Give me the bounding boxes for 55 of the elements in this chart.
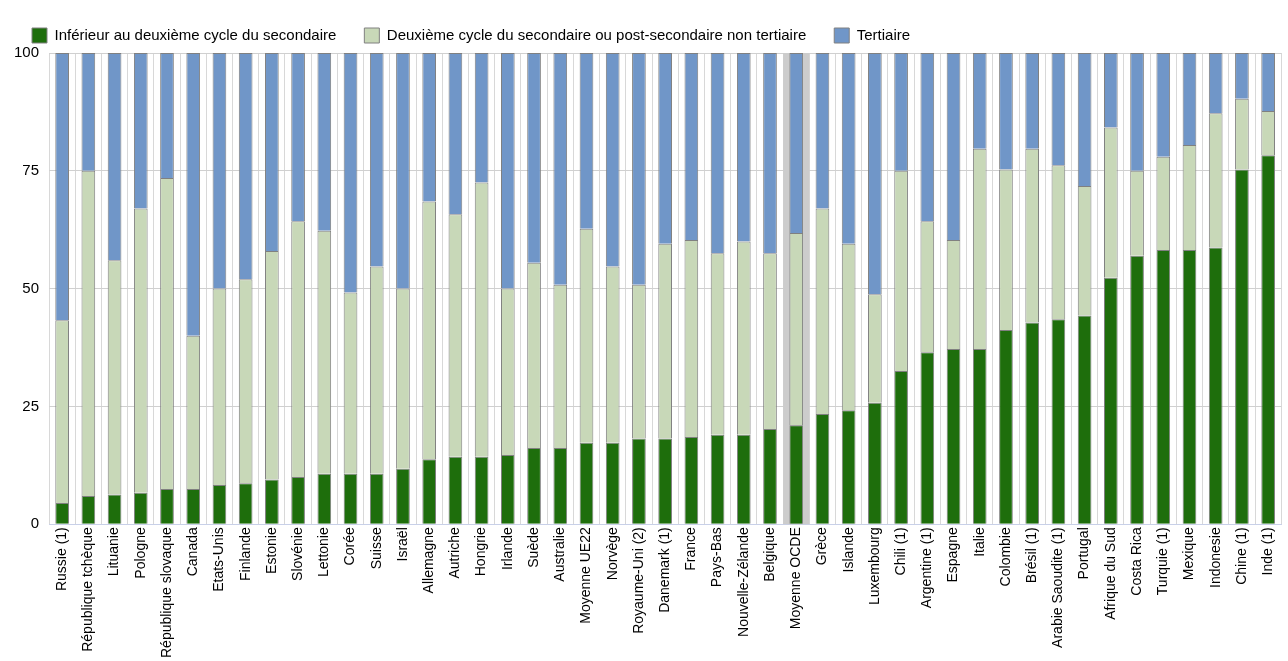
x-tick-label: Pays-Bas (708, 527, 725, 588)
x-tick-label: Belgique (760, 527, 777, 582)
x-tick-label: République slovaque (157, 527, 174, 658)
x-tick-label: Afrique du Sud (1101, 527, 1118, 620)
x-tick-label: Suède (524, 527, 541, 568)
x-tick-label: Irlande (498, 527, 515, 571)
x-tick-label: Autriche (446, 527, 463, 579)
x-tick-label: Danemark (1) (656, 527, 672, 613)
y-tick-label: 25 (22, 396, 40, 414)
x-tick-label: Chine (1) (1232, 527, 1249, 585)
x-tick-label: Slovénie (288, 527, 305, 581)
x-tick-label: Israël (393, 527, 410, 562)
x-tick-label: Arabie Saoudite (1) (1049, 527, 1066, 648)
x-tick-label: Lettonie (315, 527, 332, 578)
x-tick-label: Costa Rica (1127, 527, 1144, 596)
x-tick-label: Australie (551, 527, 568, 582)
x-tick-label: Inde (1) (1259, 527, 1275, 576)
x-tick-label: France (682, 527, 699, 571)
x-tick-label: Nouvelle-Zélande (734, 527, 751, 637)
x-tick-label: Grèce (813, 527, 830, 566)
legend-label: Inférieur au deuxième cycle du secondaire (54, 25, 337, 43)
x-tick-label: Islande (839, 527, 856, 573)
x-tick-label: Moyenne OCDE (787, 527, 804, 630)
x-tick-label: Indonesie (1206, 527, 1223, 588)
x-tick-label: République tchèque (79, 527, 96, 652)
legend-label: Deuxième cycle du secondaire ou post-secondaire non tertiaire (386, 25, 807, 43)
x-tick-label: Etats-Unis (210, 527, 227, 592)
x-tick-label: Finlande (236, 527, 253, 581)
y-tick-label: 100 (14, 43, 40, 61)
x-tick-label: Estonie (262, 527, 279, 574)
x-tick-label: Chili (1) (891, 527, 908, 576)
x-tick-label: Mexique (1180, 527, 1197, 581)
x-tick-label: Corée (341, 527, 358, 566)
x-tick-label: Moyenne UE22 (577, 527, 594, 624)
x-tick-label: Suisse (367, 527, 384, 570)
x-tick-label: Turquie (1) (1154, 527, 1171, 596)
x-tick-label: Italie (970, 527, 987, 557)
x-tick-label: Luxembourg (865, 527, 882, 606)
x-tick-label: Norvège (603, 527, 620, 581)
y-tick-label: 0 (30, 514, 40, 532)
x-tick-label: Argentine (1) (918, 527, 935, 609)
x-tick-label: Allemagne (420, 527, 437, 594)
y-tick-label: 75 (22, 160, 40, 178)
x-tick-label: Portugal (1075, 527, 1092, 580)
x-tick-label: Canada (184, 527, 201, 577)
x-tick-label: Espagne (944, 527, 961, 583)
x-tick-label: Brésil (1) (1023, 527, 1040, 584)
y-tick-label: 50 (22, 278, 40, 296)
x-tick-label: Lituanie (105, 527, 122, 577)
x-tick-label: Hongrie (472, 527, 489, 577)
x-tick-label: Russie (1) (52, 527, 69, 592)
x-tick-label: Royaume-Uni (2) (629, 527, 646, 634)
x-tick-label: Colombie (996, 527, 1013, 587)
x-tick-label: Pologne (131, 527, 148, 579)
legend-label: Tertiaire (856, 25, 911, 43)
